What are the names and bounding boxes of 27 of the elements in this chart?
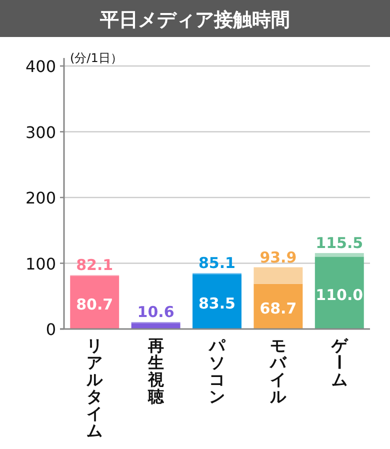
data-label: 110.0 [316, 286, 364, 304]
y-axis-title: (分/1日） [70, 51, 122, 65]
total-label: 82.1 [76, 256, 114, 274]
y-tick-label: 400 [25, 57, 56, 76]
x-tick-label: ゲーム [329, 336, 350, 389]
y-tick-label: 0 [46, 320, 56, 339]
x-tick-label: パソコン [208, 336, 226, 406]
chart-title: 平日メディア接触時間 [99, 9, 290, 31]
bar [192, 274, 242, 329]
total-label: 93.9 [260, 248, 297, 266]
total-label: 115.5 [316, 234, 364, 252]
bar [314, 256, 364, 329]
y-tick-label: 100 [25, 254, 56, 274]
total-label: 85.1 [198, 254, 236, 272]
data-label: 68.7 [260, 299, 297, 318]
data-label: 83.5 [198, 294, 236, 313]
bar [70, 276, 120, 329]
bar [314, 253, 364, 257]
total-label: 10.6 [137, 303, 174, 322]
x-tick-label: リアルタイム [86, 336, 104, 440]
y-tick-label: 200 [25, 188, 56, 208]
x-tick-label: モバイル [269, 336, 288, 406]
y-tick-label: 300 [25, 122, 56, 142]
bar [254, 267, 303, 284]
data-label: 80.7 [76, 295, 114, 314]
bar [131, 323, 180, 329]
x-tick-label: 再生視聴 [146, 336, 165, 406]
